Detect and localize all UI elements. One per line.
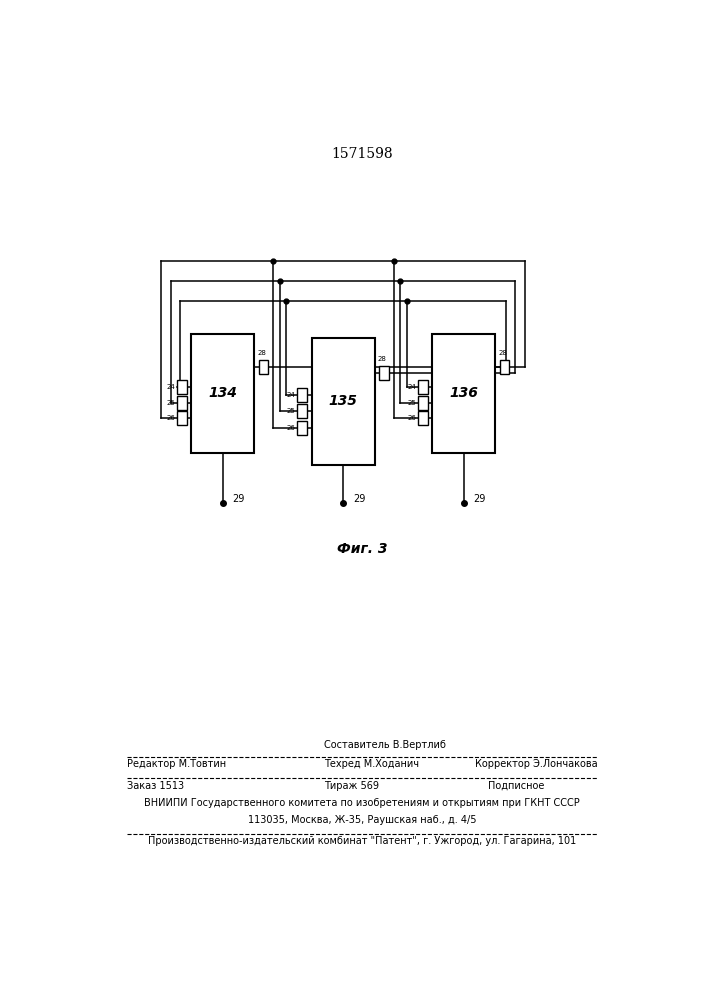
Text: 1571598: 1571598: [332, 147, 393, 161]
Text: Составитель В.Вертлиб: Составитель В.Вертлиб: [324, 740, 446, 750]
Text: 28: 28: [498, 350, 508, 356]
Text: 29: 29: [233, 494, 245, 504]
Bar: [418, 396, 428, 410]
Text: Редактор М.Товтин: Редактор М.Товтин: [127, 759, 226, 769]
Text: 135: 135: [329, 394, 358, 408]
Text: 24: 24: [407, 384, 416, 390]
Bar: [259, 360, 269, 374]
Text: 28: 28: [378, 356, 387, 362]
Bar: [312, 338, 375, 465]
Bar: [177, 411, 187, 425]
Text: ВНИИПИ Государственного комитета по изобретениям и открытиям при ГКНТ СССР: ВНИИПИ Государственного комитета по изоб…: [144, 798, 580, 808]
Text: Производственно-издательский комбинат "Патент", г. Ужгород, ул. Гагарина, 101: Производственно-издательский комбинат "П…: [148, 836, 576, 846]
Text: Тираж 569: Тираж 569: [324, 781, 379, 791]
Text: 29: 29: [474, 494, 486, 504]
Text: 24: 24: [287, 392, 296, 398]
Text: 25: 25: [166, 400, 175, 406]
Text: 26: 26: [287, 425, 296, 431]
Text: Корректор Э.Лончакова: Корректор Э.Лончакова: [475, 759, 598, 769]
Text: 25: 25: [287, 408, 296, 414]
Text: 25: 25: [407, 400, 416, 406]
Text: Фиг. 3: Фиг. 3: [337, 542, 387, 556]
Bar: [298, 404, 308, 418]
Bar: [500, 360, 510, 374]
Text: 29: 29: [353, 494, 366, 504]
Bar: [379, 366, 389, 380]
Text: Заказ 1513: Заказ 1513: [127, 781, 184, 791]
Text: Техред М.Ходанич: Техред М.Ходанич: [324, 759, 419, 769]
Bar: [177, 380, 187, 394]
Text: 113035, Москва, Ж-35, Раушская наб., д. 4/5: 113035, Москва, Ж-35, Раушская наб., д. …: [248, 815, 477, 825]
Bar: [432, 334, 495, 453]
Bar: [298, 421, 308, 435]
Text: 28: 28: [257, 350, 267, 356]
Bar: [418, 380, 428, 394]
Bar: [298, 388, 308, 402]
Text: 24: 24: [166, 384, 175, 390]
Text: 134: 134: [208, 386, 237, 400]
Text: 26: 26: [407, 415, 416, 421]
Bar: [191, 334, 254, 453]
Text: 136: 136: [449, 386, 478, 400]
Text: Подписное: Подписное: [489, 781, 544, 791]
Text: 26: 26: [166, 415, 175, 421]
Bar: [418, 411, 428, 425]
Bar: [177, 396, 187, 410]
